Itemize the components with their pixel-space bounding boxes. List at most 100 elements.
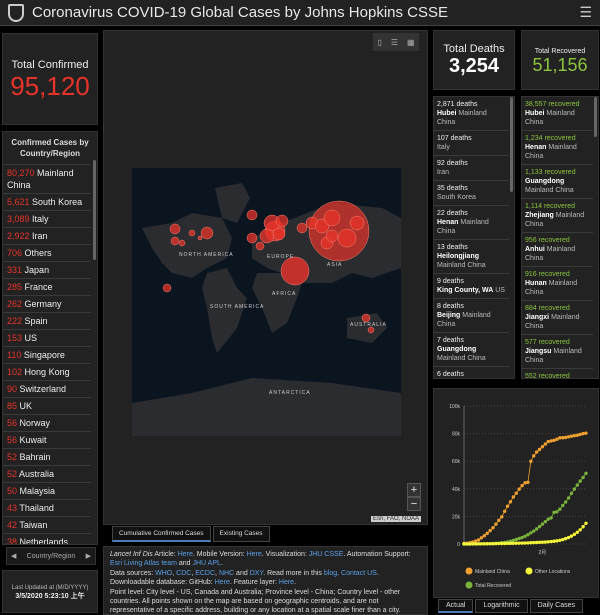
case-marker[interactable] (246, 209, 258, 221)
case-marker[interactable] (337, 228, 357, 248)
deaths-list-item[interactable]: 22 deaths Henan Mainland China (434, 206, 509, 240)
confirmed-list-item[interactable]: 222 Spain (3, 312, 91, 329)
recovered-list-item[interactable]: 916 recovered Hunan Mainland China (522, 267, 593, 301)
info-link[interactable]: NHC (218, 569, 235, 577)
confirmed-list-item[interactable]: 331 Japan (3, 261, 91, 278)
deaths-list-item[interactable]: 8 deaths Beijing Mainland China (434, 299, 509, 333)
scrollbar[interactable] (594, 97, 597, 137)
confirmed-list-item[interactable]: 56 Norway (3, 414, 91, 431)
recovered-list-item[interactable]: 38,557 recovered Hubei Mainland China (522, 97, 593, 131)
zoom-in-button[interactable]: + (407, 483, 421, 497)
tab-actual[interactable]: Actual (438, 599, 474, 613)
basemap-icon[interactable]: ▦ (406, 37, 415, 47)
confirmed-list-item[interactable]: 102 Hong Kong (3, 363, 91, 380)
case-marker[interactable] (200, 226, 214, 240)
recovered-list-item[interactable]: 577 recovered Jiangsu Mainland China (522, 335, 593, 369)
data-point (578, 528, 582, 532)
deaths-list-item[interactable]: 35 deaths South Korea (434, 181, 509, 206)
info-link[interactable]: Here (177, 551, 193, 558)
confirmed-list-item[interactable]: 153 US (3, 329, 91, 346)
deaths-list-item[interactable]: 9 deaths King County, WA US (434, 274, 509, 299)
case-marker[interactable] (367, 326, 375, 334)
recovered-list-item[interactable]: 956 recovered Anhui Mainland China (522, 233, 593, 267)
info-link[interactable]: JHU CSSE (308, 551, 344, 558)
info-link[interactable]: Esri Living Atlas team (110, 560, 177, 568)
confirmed-list-item[interactable]: 85 UK (3, 397, 91, 414)
data-point (485, 531, 489, 536)
info-link[interactable]: blog (323, 569, 338, 577)
info-link[interactable]: Here (246, 551, 262, 558)
deaths-list-item[interactable]: 2,871 deaths Hubei Mainland China (434, 97, 509, 131)
confirmed-list-item[interactable]: 262 Germany (3, 295, 91, 312)
info-link[interactable]: Contact US (341, 569, 377, 577)
confirmed-list-item[interactable]: 3,089 Italy (3, 210, 91, 227)
confirmed-list-item[interactable]: 110 Singapore (3, 346, 91, 363)
next-arrow-icon[interactable]: ▶ (85, 553, 91, 560)
confirmed-list-item[interactable]: 38 Netherlands (3, 533, 91, 544)
data-point (500, 541, 504, 546)
case-marker[interactable] (178, 239, 186, 247)
info-link[interactable]: ECDC (195, 569, 216, 577)
info-link[interactable]: JHU APL (192, 560, 221, 568)
deaths-list-item[interactable]: 6 deathsJapan (434, 367, 509, 378)
confirmed-list-item[interactable]: 5,621 South Korea (3, 193, 91, 210)
deaths-list-item[interactable]: 107 deaths Italy (434, 131, 509, 156)
prev-arrow-icon[interactable]: ◀ (11, 553, 17, 560)
confirmed-list-item[interactable]: 50 Malaysia (3, 482, 91, 499)
info-link[interactable]: Here (278, 579, 295, 587)
case-marker[interactable] (246, 232, 258, 244)
case-marker[interactable] (188, 229, 196, 237)
case-marker[interactable] (197, 235, 203, 241)
case-marker[interactable] (361, 313, 371, 323)
info-link[interactable]: Here (214, 579, 230, 587)
bookmark-icon[interactable]: ▯ (377, 37, 382, 47)
confirmed-list-item[interactable]: 52 Bahrain (3, 448, 91, 465)
case-marker[interactable] (325, 229, 339, 243)
confirmed-list-item[interactable]: 2,922 Iran (3, 227, 91, 244)
recovered-list-item[interactable]: 1,114 recovered Zhejiang Mainland China (522, 199, 593, 233)
zoom-out-button[interactable]: − (407, 497, 421, 511)
recovered-list-item[interactable]: 1,133 recovered Guangdong Mainland China (522, 165, 593, 199)
hamburger-icon[interactable]: ☰ (579, 4, 592, 20)
case-marker[interactable] (255, 241, 265, 251)
case-marker[interactable] (280, 256, 310, 286)
legend-icon[interactable]: ☰ (390, 37, 398, 47)
deaths-list-item[interactable]: 92 deaths Iran (434, 156, 509, 181)
case-marker[interactable] (296, 222, 308, 234)
map-panel[interactable]: ▯ ☰ ▦ NORTH AMERICA EUROPE ASIA AFRICA S… (103, 30, 428, 525)
tab-cumulative-confirmed[interactable]: Cumulative Confirmed Cases (112, 526, 211, 542)
scrollbar[interactable] (510, 97, 513, 192)
confirmed-list-item[interactable]: 90 Switzerland (3, 380, 91, 397)
tab-logarithmic[interactable]: Logarithmic (475, 599, 528, 613)
world-map[interactable]: NORTH AMERICA EUROPE ASIA AFRICA SOUTH A… (132, 168, 401, 436)
data-point (529, 459, 533, 464)
deaths-list-item[interactable]: 7 deaths Guangdong Mainland China (434, 333, 509, 367)
case-marker[interactable] (170, 236, 180, 246)
confirmed-list-item[interactable]: 56 Kuwait (3, 431, 91, 448)
confirmed-list-item[interactable]: 285 France (3, 278, 91, 295)
location-primary: Heilongjiang (437, 253, 479, 260)
case-marker[interactable] (272, 227, 286, 241)
tab-daily-cases[interactable]: Daily Cases (529, 599, 584, 613)
scrollbar[interactable] (93, 160, 96, 260)
info-link[interactable]: DXY (249, 569, 264, 577)
info-link[interactable]: CDC (176, 569, 192, 577)
recovered-list-item[interactable]: 1,234 recovered Henan Mainland China (522, 131, 593, 165)
confirmed-list-item[interactable]: 52 Australia (3, 465, 91, 482)
case-marker[interactable] (349, 215, 365, 231)
confirmed-list-item[interactable]: 42 Taiwan (3, 516, 91, 533)
confirmed-list-item[interactable]: 80,270 Mainland China (3, 164, 91, 193)
case-marker[interactable] (162, 283, 172, 293)
recovered-list-item[interactable]: 884 recovered Jiangxi Mainland China (522, 301, 593, 335)
recovered-list-item[interactable]: 552 recoveredIran (522, 369, 593, 378)
case-marker[interactable] (169, 223, 181, 235)
location-primary: Jiangsu (525, 348, 552, 355)
case-marker[interactable] (323, 209, 341, 227)
info-link[interactable]: WHO (155, 569, 173, 577)
confirmed-list-item[interactable]: 706 Others (3, 244, 91, 261)
confirmed-list-item[interactable]: 43 Thailand (3, 499, 91, 516)
case-marker[interactable] (275, 214, 289, 228)
tab-existing-cases[interactable]: Existing Cases (212, 526, 270, 542)
deaths-list-item[interactable]: 13 deaths Heilongjiang Mainland China (434, 240, 509, 274)
case-marker[interactable] (259, 228, 275, 244)
